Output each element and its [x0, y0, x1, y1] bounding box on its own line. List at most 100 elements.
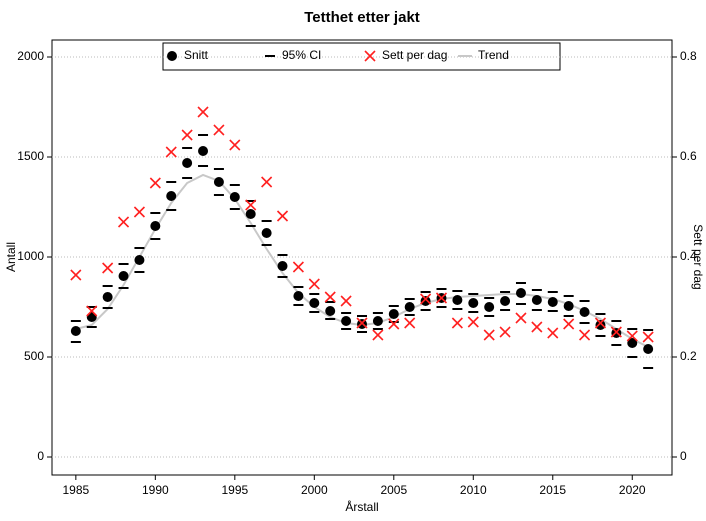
cross-marker — [70, 269, 82, 281]
dot-marker — [372, 316, 383, 326]
cross-stroke — [642, 331, 654, 343]
cross-marker — [515, 312, 527, 324]
dot-marker — [134, 255, 145, 265]
cross-stroke — [356, 317, 368, 329]
x-tick-label: 2000 — [301, 483, 328, 497]
dot-marker — [404, 302, 415, 312]
dot-marker — [277, 261, 288, 271]
cross-stroke — [308, 278, 320, 290]
cross-stroke — [404, 317, 416, 329]
dot-marker — [102, 292, 113, 302]
cross-marker — [499, 326, 511, 338]
cross-stroke — [594, 317, 607, 329]
cross-stroke — [563, 318, 575, 330]
cross-marker — [213, 124, 225, 136]
x-tick-label: 1985 — [62, 483, 89, 497]
y-tick-label: 500 — [24, 349, 44, 363]
cross-marker — [467, 316, 479, 328]
cross-stroke — [229, 139, 241, 151]
x-tick-label: 2010 — [460, 483, 487, 497]
x-tick-label: 1995 — [221, 483, 248, 497]
cross-marker — [531, 321, 543, 333]
cross-marker — [261, 176, 273, 188]
dot-marker — [293, 291, 304, 301]
dot-marker — [245, 209, 256, 219]
legend-swatch — [364, 50, 376, 62]
cross-stroke — [261, 176, 273, 188]
y-tick-label: 0 — [37, 449, 44, 463]
cross-marker — [165, 146, 177, 158]
dot-marker — [213, 177, 224, 187]
dot-marker — [579, 307, 590, 317]
cross-marker — [117, 216, 130, 228]
cross-stroke — [276, 210, 289, 222]
cross-stroke — [245, 199, 257, 211]
cross-marker — [245, 199, 257, 211]
y2-tick-label: 0.6 — [680, 149, 697, 163]
dot-marker — [595, 320, 606, 330]
cross-marker — [149, 177, 161, 189]
y2-axis-label: Sett per dag — [691, 224, 705, 289]
cross-stroke — [364, 50, 376, 62]
legend-label: Trend — [478, 48, 509, 62]
cross-stroke — [181, 129, 193, 141]
dot-marker — [198, 146, 209, 156]
dot-marker — [150, 221, 161, 231]
cross-marker — [578, 329, 591, 341]
y-tick-label: 2000 — [17, 49, 44, 63]
cross-marker — [229, 139, 241, 151]
dot-marker — [547, 297, 558, 307]
x-tick-label: 2005 — [380, 483, 407, 497]
cross-marker — [181, 129, 193, 141]
cross-marker — [626, 330, 638, 342]
cross-marker — [594, 317, 607, 329]
dot-marker — [325, 306, 336, 316]
cross-stroke — [197, 106, 209, 118]
cross-stroke — [531, 321, 543, 333]
legend-label: Sett per dag — [382, 48, 447, 62]
cross-stroke — [213, 124, 225, 136]
dot-marker — [531, 295, 542, 305]
dot-marker — [166, 191, 177, 201]
cross-stroke — [149, 177, 161, 189]
cross-marker — [324, 291, 336, 303]
cross-stroke — [483, 329, 495, 341]
cross-stroke — [133, 206, 146, 218]
cross-stroke — [420, 293, 432, 305]
cross-marker — [420, 293, 432, 305]
dot-marker — [182, 158, 193, 168]
cross-stroke — [578, 329, 591, 341]
cross-stroke — [324, 291, 336, 303]
y2-tick-label: 0 — [680, 449, 687, 463]
cross-stroke — [610, 326, 622, 338]
cross-marker — [102, 262, 114, 274]
dot-marker — [452, 295, 463, 305]
cross-stroke — [451, 317, 463, 329]
legend-label: Snitt — [184, 48, 209, 62]
cross-marker — [483, 329, 495, 341]
cross-stroke — [547, 327, 559, 339]
cross-marker — [547, 327, 559, 339]
cross-marker — [86, 305, 98, 317]
x-tick-label: 2020 — [619, 483, 646, 497]
cross-marker — [563, 318, 575, 330]
cross-marker — [388, 318, 400, 330]
dot-marker — [515, 288, 526, 298]
x-tick-label: 2015 — [539, 483, 566, 497]
cross-stroke — [292, 261, 304, 273]
cross-marker — [276, 210, 289, 222]
dot-marker — [643, 344, 654, 354]
y2-tick-label: 0.8 — [680, 49, 697, 63]
dot-marker — [341, 316, 352, 326]
dot-marker — [468, 298, 479, 308]
y-tick-label: 1000 — [17, 249, 44, 263]
dot-marker — [420, 296, 431, 306]
cross-stroke — [372, 329, 384, 341]
cross-marker — [435, 292, 448, 304]
y2-tick-label: 0.4 — [680, 249, 697, 263]
cross-marker — [642, 331, 654, 343]
dot-marker — [484, 302, 495, 312]
cross-marker — [197, 106, 209, 118]
cross-stroke — [70, 269, 82, 281]
